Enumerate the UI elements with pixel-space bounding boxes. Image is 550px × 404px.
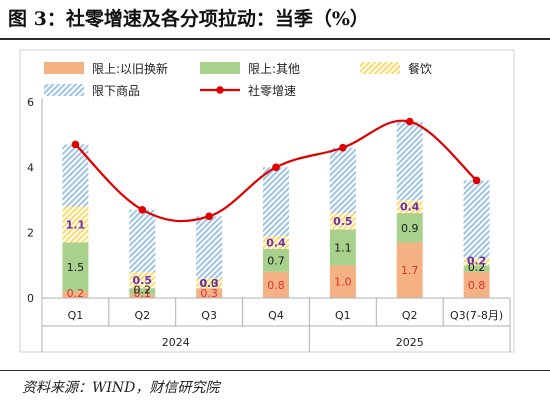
legend-swatch-限下商品 [44, 84, 84, 96]
source-note: 资料来源：WIND，财信研究院 [22, 380, 220, 396]
bar-限上-以旧换新-1 [129, 294, 156, 298]
data-label-限上-以旧换新-6: 0.8 [468, 279, 486, 292]
bar-限上-其他-1 [129, 288, 156, 295]
line-point-4 [339, 143, 347, 152]
data-label-餐饮-6: 0.2 [467, 254, 487, 267]
line-point-1 [138, 206, 147, 214]
bar-限上-以旧换新-4 [329, 265, 356, 298]
data-label-限上-以旧换新-0: 0.2 [67, 287, 85, 300]
y-tick-label: 4 [27, 161, 34, 174]
data-label-限上-以旧换新-1: 0.1 [134, 287, 152, 300]
data-label-餐饮-5: 0.4 [400, 201, 420, 214]
year-group-label-0: 2024 [162, 336, 190, 349]
bar-限上-以旧换新-0 [62, 291, 89, 298]
x-tick-label-1: Q2 [134, 309, 150, 322]
bar-限下商品-6 [463, 180, 490, 259]
legend-marker-社零增速 [216, 86, 224, 94]
bar-餐饮-3 [263, 235, 289, 249]
data-label-限上-其他-1: 0.2 [134, 284, 152, 297]
legend-label-限下商品: 限下商品 [92, 83, 140, 98]
source-rule [0, 370, 550, 371]
bar-限上-其他-0 [62, 242, 89, 292]
bar-限上-以旧换新-3 [263, 271, 289, 298]
legend-swatch-限上-其他 [200, 62, 240, 74]
plot-frame [19, 49, 515, 353]
x-tick-label-2: Q3 [201, 309, 217, 322]
line-point-3 [272, 163, 280, 172]
data-label-限上-以旧换新-4: 1.0 [334, 276, 352, 289]
bar-餐饮-0 [62, 206, 89, 243]
data-label-餐饮-2: 0.3 [199, 277, 219, 290]
bar-限上-其他-4 [329, 229, 356, 266]
data-label-餐饮-4: 0.5 [333, 215, 353, 228]
legend-label-限上-以旧换新: 限上:以旧换新 [92, 61, 168, 76]
x-tick-label-4: Q1 [335, 309, 351, 322]
bar-限下商品-3 [263, 167, 289, 236]
year-group-label-1: 2025 [396, 336, 424, 349]
line-point-5 [405, 117, 414, 126]
title-rule [0, 38, 550, 40]
data-label-限上-其他-3: 0.7 [267, 254, 285, 267]
line-point-6 [472, 176, 481, 185]
line-point-0 [71, 140, 80, 149]
bar-限上-以旧换新-5 [396, 242, 423, 298]
legend-swatch-餐饮 [360, 62, 400, 74]
bar-限下商品-1 [129, 209, 156, 272]
bar-限上-其他-5 [396, 213, 423, 243]
bar-限下商品-2 [196, 216, 223, 279]
data-label-限上-以旧换新-5: 1.7 [401, 264, 419, 277]
figure-title: 图 3：社零增速及各分项拉动：当季（%） [8, 8, 369, 30]
x-tick-label-6: Q3(7-8月) [450, 309, 503, 322]
bar-餐饮-5 [396, 200, 423, 214]
legend-label-限上-其他: 限上:其他 [248, 62, 300, 76]
bar-限下商品-5 [396, 121, 423, 200]
x-axis: Q1 Q2 Q3 Q4 Q1 Q2 Q3(7-8月) 2024 2025 [41, 297, 511, 352]
data-label-限上-以旧换新-3: 0.8 [267, 279, 285, 292]
x-tick-label-3: Q4 [268, 309, 284, 322]
legend-swatch-限上-以旧换新 [44, 62, 84, 74]
legend-label-餐饮: 餐饮 [408, 61, 432, 76]
data-label-限上-其他-2: 0.0 [200, 277, 218, 290]
data-label-限上-其他-6: 0.2 [468, 261, 486, 274]
bar-餐饮-2 [196, 278, 223, 289]
bar-限上-其他-6 [463, 265, 490, 272]
bar-限上-其他-3 [263, 249, 289, 272]
bars [62, 121, 490, 298]
bar-限上-以旧换新-6 [463, 271, 490, 298]
bar-限下商品-4 [329, 147, 356, 214]
data-label-限上-其他-4: 1.1 [334, 241, 352, 254]
x-tick-label-0: Q1 [68, 309, 84, 322]
x-tick-label-5: Q2 [402, 309, 418, 322]
bar-餐饮-4 [329, 213, 356, 230]
bar-餐饮-1 [129, 271, 156, 289]
bar-限上-以旧换新-2 [196, 288, 223, 298]
bar-labels: 0.21.51.10.10.20.50.30.00.3 0.80.70.41.01… [66, 201, 487, 300]
bar-餐饮-6 [463, 258, 490, 266]
data-label-餐饮-0: 1.1 [66, 219, 86, 232]
data-label-限上-其他-5: 0.9 [401, 222, 419, 235]
y-axis: 0 2 4 6 [27, 96, 43, 305]
growth-line [71, 117, 481, 223]
line-point-2 [205, 212, 213, 221]
y-tick-label: 2 [27, 227, 34, 240]
y-tick-label: 6 [27, 96, 34, 109]
y-tick-label: 0 [27, 292, 34, 305]
legend-label-社零增速: 社零增速 [248, 83, 296, 98]
data-label-餐饮-1: 0.5 [133, 274, 153, 287]
data-label-限上-其他-0: 1.5 [67, 261, 85, 274]
data-label-限上-以旧换新-2: 0.3 [200, 287, 218, 300]
data-label-餐饮-3: 0.4 [266, 236, 286, 249]
